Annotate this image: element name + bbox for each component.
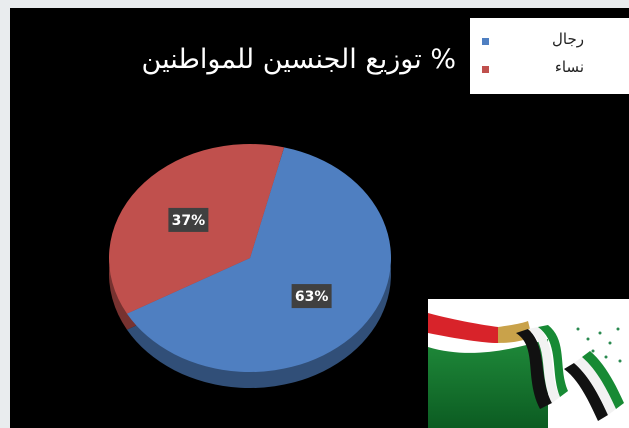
pie-data-label-text-1: 37%: [172, 213, 206, 229]
legend-label-women: نساء: [554, 58, 584, 76]
chart-title: % توزيع الجنسين للمواطنين: [141, 44, 456, 75]
legend-label-men: رجال: [552, 30, 584, 48]
legend-swatch-women: [482, 66, 489, 73]
uae-flag-ribbon-image: [428, 299, 629, 428]
slide: 63% 37% % توزيع الجنسين للمواطنين رجال نس…: [10, 8, 629, 428]
pie-data-label-1: 37%: [168, 207, 209, 232]
pie-slice-0: [126, 147, 392, 372]
pie-data-label-text-0: 63%: [295, 289, 329, 305]
legend-item-women: نساء: [478, 58, 588, 80]
pie-chart: 63% 37%: [108, 144, 392, 388]
pie-top-layer: [108, 144, 392, 372]
pie-data-label-0: 63%: [291, 284, 332, 309]
legend-swatch-men: [482, 38, 489, 45]
pie-data-label-box-1: [168, 207, 209, 232]
legend-item-men: رجال: [478, 30, 588, 52]
chart-legend: رجال نساء: [470, 18, 629, 94]
pie-data-label-box-0: [291, 284, 332, 309]
pie-labels-layer: 63% 37%: [168, 207, 332, 309]
